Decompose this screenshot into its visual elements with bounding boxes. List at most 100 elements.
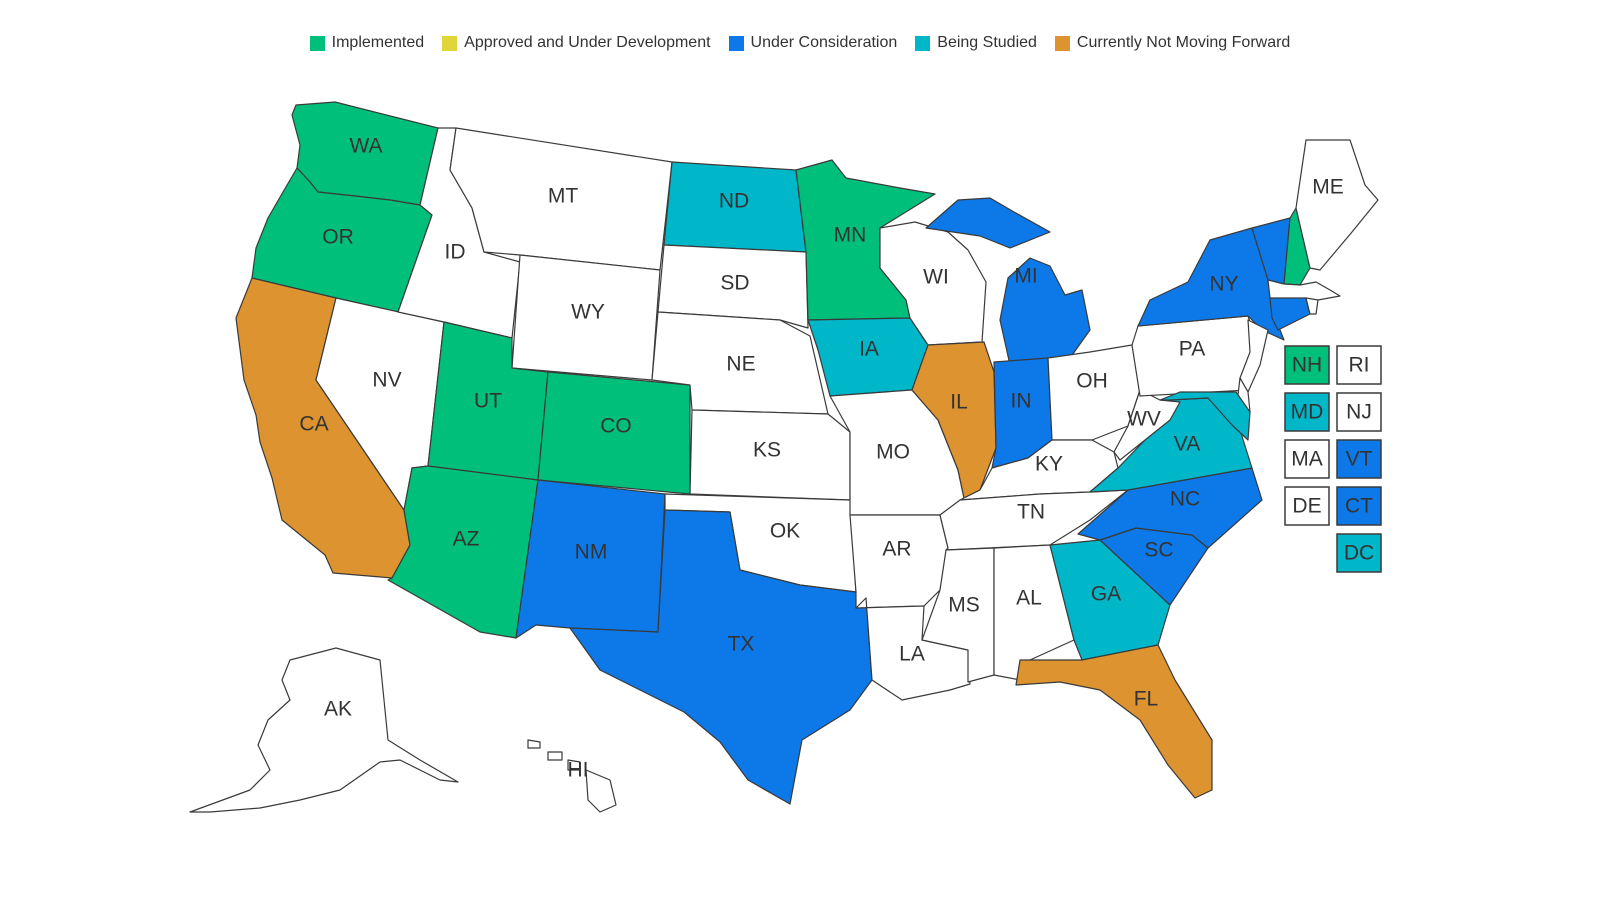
state-label-ak: AK <box>324 698 352 721</box>
legend-item-approved: Approved and Under Development <box>442 34 711 52</box>
state-label-mn: MN <box>834 224 867 247</box>
state-ri[interactable] <box>1305 297 1319 315</box>
state-label-il: IL <box>950 391 968 414</box>
state-label-tn: TN <box>1017 501 1045 524</box>
state-label-ut: UT <box>474 390 502 413</box>
state-label-pa: PA <box>1179 338 1205 361</box>
state-label-va: VA <box>1174 433 1200 456</box>
state-label-fl: FL <box>1134 688 1159 711</box>
state-ar[interactable] <box>849 514 949 609</box>
state-label-co: CO <box>600 415 632 438</box>
legend-item-consideration: Under Consideration <box>728 34 898 52</box>
state-label-nd: ND <box>719 190 749 213</box>
box-swatch <box>1336 486 1382 526</box>
box-nj[interactable]: NJ <box>1336 392 1382 432</box>
state-label-sc: SC <box>1144 539 1173 562</box>
state-label-nv: NV <box>372 369 401 392</box>
state-label-sd: SD <box>720 272 749 295</box>
box-label-ri: RI <box>1349 354 1370 377</box>
state-label-in: IN <box>1011 390 1032 413</box>
box-label-nh: NH <box>1292 354 1322 377</box>
legend: Implemented Approved and Under Developmen… <box>0 34 1600 52</box>
box-swatch <box>1284 439 1330 479</box>
legend-item-not_forward: Currently Not Moving Forward <box>1054 34 1291 52</box>
state-ma[interactable] <box>1267 279 1341 301</box>
state-md[interactable] <box>1159 391 1251 441</box>
box-md[interactable]: MD <box>1284 392 1330 432</box>
legend-swatch <box>915 35 931 51</box>
state-me[interactable] <box>1295 139 1379 271</box>
state-tx[interactable] <box>569 509 873 805</box>
state-label-wa: WA <box>349 135 382 158</box>
state-label-nm: NM <box>575 541 608 564</box>
state-label-la: LA <box>899 643 925 666</box>
state-label-wi: WI <box>923 266 949 289</box>
box-swatch <box>1284 486 1330 526</box>
state-label-al: AL <box>1016 587 1042 610</box>
state-az[interactable] <box>387 465 539 639</box>
state-label-ok: OK <box>770 520 800 543</box>
box-ct[interactable]: CT <box>1336 486 1382 526</box>
legend-label: Approved and Under Development <box>464 34 711 51</box>
state-label-id: ID <box>445 241 466 264</box>
state-ct[interactable] <box>1269 297 1311 331</box>
state-shapes <box>189 101 1379 813</box>
legend-swatch <box>309 35 325 51</box>
box-swatch <box>1336 345 1382 385</box>
state-label-ne: NE <box>726 353 755 376</box>
box-label-md: MD <box>1291 401 1324 424</box>
state-sd[interactable] <box>657 244 809 329</box>
state-label-ia: IA <box>859 338 879 361</box>
state-label-wy: WY <box>571 301 605 324</box>
state-tn[interactable] <box>939 489 1129 551</box>
box-ri[interactable]: RI <box>1336 345 1382 385</box>
box-dc[interactable]: DC <box>1336 533 1382 573</box>
state-ak[interactable] <box>189 647 459 813</box>
state-label-me: ME <box>1312 176 1344 199</box>
state-label-ga: GA <box>1091 583 1121 606</box>
box-de[interactable]: DE <box>1284 486 1330 526</box>
state-label-ca: CA <box>299 413 328 436</box>
state-nh[interactable] <box>1283 207 1311 286</box>
state-label-oh: OH <box>1076 370 1108 393</box>
state-mi[interactable] <box>925 197 1091 366</box>
legend-swatch <box>442 35 458 51</box>
state-fl[interactable] <box>1015 644 1213 799</box>
state-wv[interactable] <box>1113 389 1181 461</box>
legend-label: Being Studied <box>937 34 1037 51</box>
legend-swatch <box>1054 35 1070 51</box>
box-label-de: DE <box>1292 495 1321 518</box>
state-labels: WA OR CA NV ID MT WY UT AZ CO NM ND SD NE KS OK TX MN IA MO… <box>299 135 1343 782</box>
state-label-ms: MS <box>948 594 980 617</box>
state-la[interactable] <box>855 597 971 701</box>
box-swatch <box>1336 533 1382 573</box>
state-label-nc: NC <box>1170 488 1200 511</box>
box-label-nj: NJ <box>1346 401 1372 424</box>
box-swatch <box>1284 345 1330 385</box>
state-label-ky: KY <box>1035 453 1063 476</box>
legend-item-implemented: Implemented <box>309 34 425 52</box>
legend-label: Currently Not Moving Forward <box>1076 34 1291 51</box>
box-swatch <box>1336 392 1382 432</box>
box-ma[interactable]: MA <box>1284 439 1330 479</box>
box-vt[interactable]: VT <box>1336 439 1382 479</box>
box-label-vt: VT <box>1346 448 1373 471</box>
legend-item-studied: Being Studied <box>915 34 1037 52</box>
state-label-mt: MT <box>548 185 578 208</box>
state-label-wv: WV <box>1127 408 1161 431</box>
state-label-az: AZ <box>453 528 480 551</box>
box-label-ct: CT <box>1345 495 1373 518</box>
state-label-mi: MI <box>1014 265 1037 288</box>
state-nc[interactable] <box>1077 467 1263 549</box>
legend-label: Under Consideration <box>750 34 898 51</box>
box-swatch <box>1284 392 1330 432</box>
state-label-or: OR <box>322 226 354 249</box>
box-label-ma: MA <box>1291 448 1323 471</box>
state-label-mo: MO <box>876 441 910 464</box>
legend-label: Implemented <box>331 34 425 51</box>
state-label-ks: KS <box>753 439 781 462</box>
state-hi[interactable] <box>527 739 617 813</box>
box-nh[interactable]: NH <box>1284 345 1330 385</box>
